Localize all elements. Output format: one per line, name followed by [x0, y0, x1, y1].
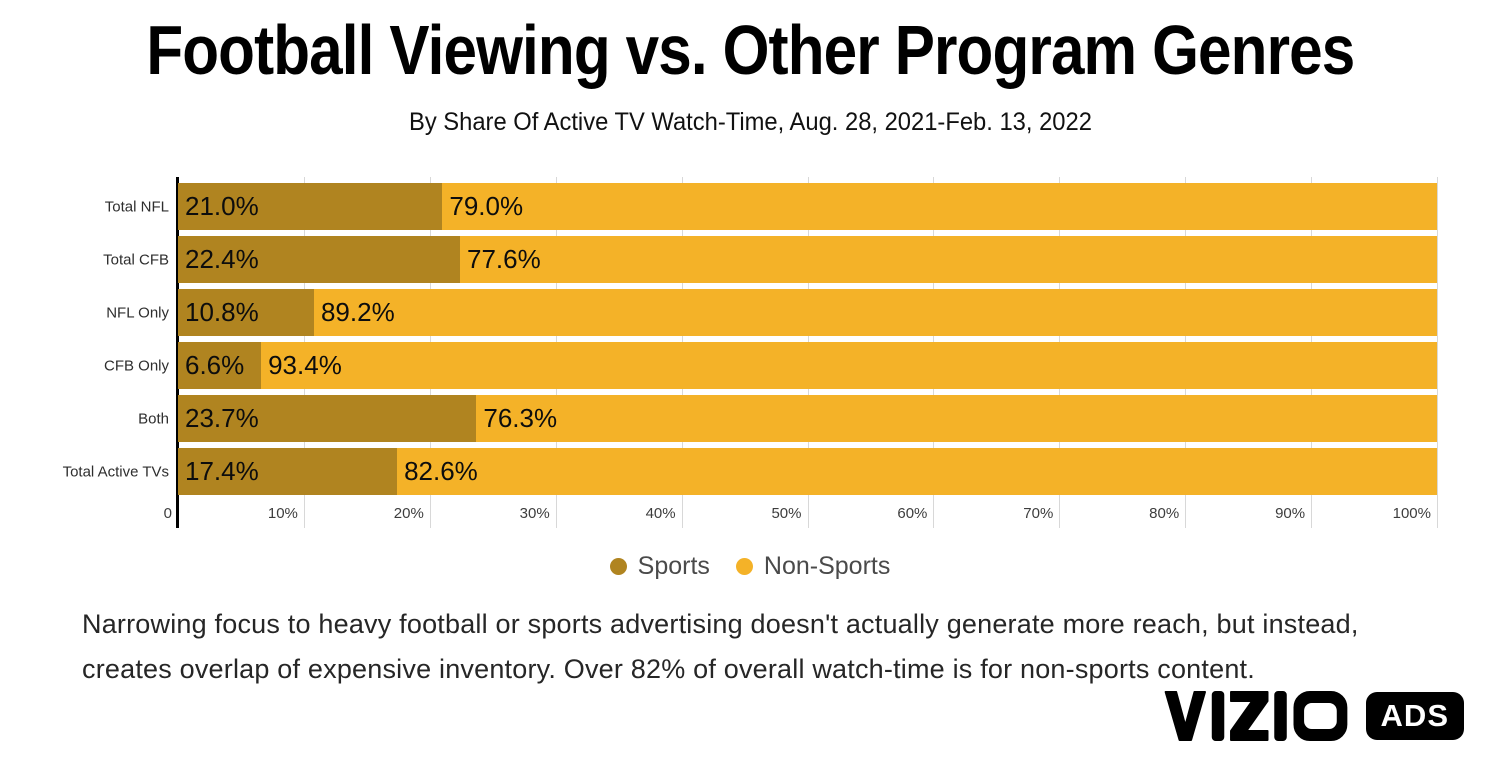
bar-row: NFL Only 10.8% 89.2%: [106, 289, 1437, 336]
vizio-wordmark: [1164, 691, 1347, 741]
bar-segment-non-sports: 77.6%: [460, 236, 1437, 283]
bar-row: Total NFL 21.0% 79.0%: [105, 183, 1437, 230]
value-label: 21.0%: [185, 191, 259, 221]
value-label: 76.3%: [483, 403, 558, 433]
x-axis-ticks: 0 10% 20% 30% 40% 50% 60% 70% 80% 90% 100%: [164, 505, 1437, 527]
y-axis-line: [176, 177, 179, 528]
bar-segment-sports: 22.4%: [178, 236, 461, 283]
value-label: 22.4%: [185, 244, 259, 274]
bar-segment-sports: 17.4%: [178, 448, 398, 495]
value-label: 17.4%: [185, 456, 259, 486]
x-axis-tick: 10%: [267, 505, 298, 522]
x-axis-tick: 90%: [1275, 505, 1306, 522]
x-axis-tick: 60%: [897, 505, 928, 522]
category-label: Total Active TVs: [62, 463, 169, 480]
x-axis-tick: 70%: [1023, 505, 1054, 522]
bar-segment-non-sports: 82.6%: [397, 448, 1437, 495]
x-axis-tick: 0: [163, 505, 172, 522]
bar-segment-sports: 6.6%: [178, 342, 262, 389]
vizio-ads-logo: ADS: [1160, 690, 1464, 742]
stacked-bar-chart: Total NFL 21.0% 79.0% Total CFB 22.4% 77.6% NF…: [0, 160, 1500, 540]
gridline: [1437, 177, 1438, 528]
bar-row: Both 23.7% 76.3%: [138, 395, 1437, 442]
value-label: 89.2%: [320, 297, 395, 327]
category-label: Total NFL: [104, 198, 169, 215]
bar-row: CFB Only 6.6% 93.4%: [104, 342, 1437, 389]
x-axis-tick: 20%: [393, 505, 424, 522]
footnote-line-1: Narrowing focus to heavy football or spo…: [82, 609, 1359, 639]
chart-title-text: Football Viewing vs. Other Program Genre…: [145, 11, 1355, 89]
legend-dot-icon: [609, 558, 627, 575]
x-axis-tick: 80%: [1149, 505, 1180, 522]
chart-title: Football Viewing vs. Other Program Genre…: [0, 10, 1500, 90]
bar-segment-non-sports: 89.2%: [313, 289, 1437, 336]
bar-segment-sports: 23.7%: [178, 395, 477, 442]
x-axis-tick: 30%: [519, 505, 550, 522]
value-label: 79.0%: [449, 191, 524, 221]
chart-subtitle-text: By Share Of Active TV Watch-Time, Aug. 2…: [408, 108, 1092, 136]
category-label: Total CFB: [103, 251, 169, 268]
legend-item-non-sports: Non-Sports: [735, 552, 891, 581]
bar-row: Total CFB 22.4% 77.6%: [103, 236, 1437, 283]
bar-row: Total Active TVs 17.4% 82.6%: [63, 448, 1437, 495]
x-axis-tick: 40%: [645, 505, 676, 522]
value-label: 77.6%: [467, 244, 541, 274]
chart-subtitle: By Share Of Active TV Watch-Time, Aug. 2…: [0, 108, 1500, 137]
category-label: NFL Only: [106, 304, 169, 321]
value-label: 6.6%: [185, 350, 245, 380]
x-axis-tick: 50%: [771, 505, 802, 522]
category-label: Both: [138, 410, 169, 427]
value-label: 10.8%: [185, 297, 259, 327]
bar-segment-sports: 10.8%: [178, 289, 314, 336]
x-axis-tick: 100%: [1392, 505, 1431, 522]
value-label: 82.6%: [404, 456, 478, 486]
bar-rows: Total NFL 21.0% 79.0% Total CFB 22.4% 77.6% NF…: [63, 183, 1437, 501]
category-label: CFB Only: [103, 357, 169, 374]
footnote: Narrowing focus to heavy football or spo…: [82, 602, 1462, 692]
footnote-line-2: creates overlap of expensive inventory. …: [82, 654, 1255, 684]
value-label: 23.7%: [185, 403, 259, 433]
bar-segment-non-sports: 93.4%: [261, 342, 1437, 389]
value-label: 93.4%: [268, 350, 342, 380]
bar-segment-non-sports: 79.0%: [442, 183, 1437, 230]
legend-label: Non-Sports: [763, 552, 891, 580]
legend: Sports Non-Sports: [0, 552, 1500, 581]
bar-segment-non-sports: 76.3%: [476, 395, 1437, 442]
legend-label: Sports: [637, 552, 710, 580]
legend-dot-icon: [735, 558, 753, 575]
ads-badge: ADS: [1365, 692, 1464, 740]
bar-segment-sports: 21.0%: [178, 183, 443, 230]
legend-item-sports: Sports: [609, 552, 710, 581]
